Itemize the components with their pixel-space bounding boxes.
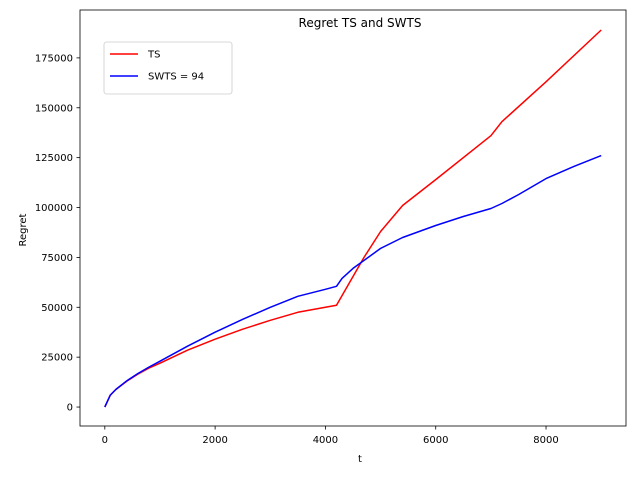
x-axis-label: t: [358, 454, 362, 465]
y-tick-label: 175000: [35, 53, 73, 64]
legend-box: [103, 41, 233, 95]
y-axis-ticks: 0 25000 50000 75000 100000 125000 150000 175000: [35, 53, 80, 414]
series-lines: [104, 29, 602, 408]
series-line-1: [104, 154, 602, 408]
x-tick-label: 6000: [423, 435, 448, 446]
y-tick-label: 150000: [35, 103, 73, 114]
x-axis-ticks: 0 2000 4000 6000 8000: [102, 426, 559, 446]
y-tick-label: 75000: [41, 253, 73, 264]
x-tick-label: 0: [102, 435, 108, 446]
legend: TS SWTS = 94: [103, 41, 233, 95]
x-tick-label: 8000: [533, 435, 558, 446]
legend-label-1: SWTS = 94: [148, 72, 204, 83]
y-tick-label: 25000: [41, 353, 73, 364]
plot-frame: [79, 9, 627, 427]
y-tick-label: 125000: [35, 153, 73, 164]
x-tick-label: 4000: [313, 435, 338, 446]
y-axis-label: Regret: [18, 213, 29, 246]
x-tick-label: 2000: [202, 435, 227, 446]
chart-title: Regret TS and SWTS: [299, 16, 422, 30]
y-tick-label: 0: [67, 403, 73, 414]
y-tick-label: 100000: [35, 203, 73, 214]
y-tick-label: 50000: [41, 303, 73, 314]
legend-label-0: TS: [147, 50, 160, 61]
